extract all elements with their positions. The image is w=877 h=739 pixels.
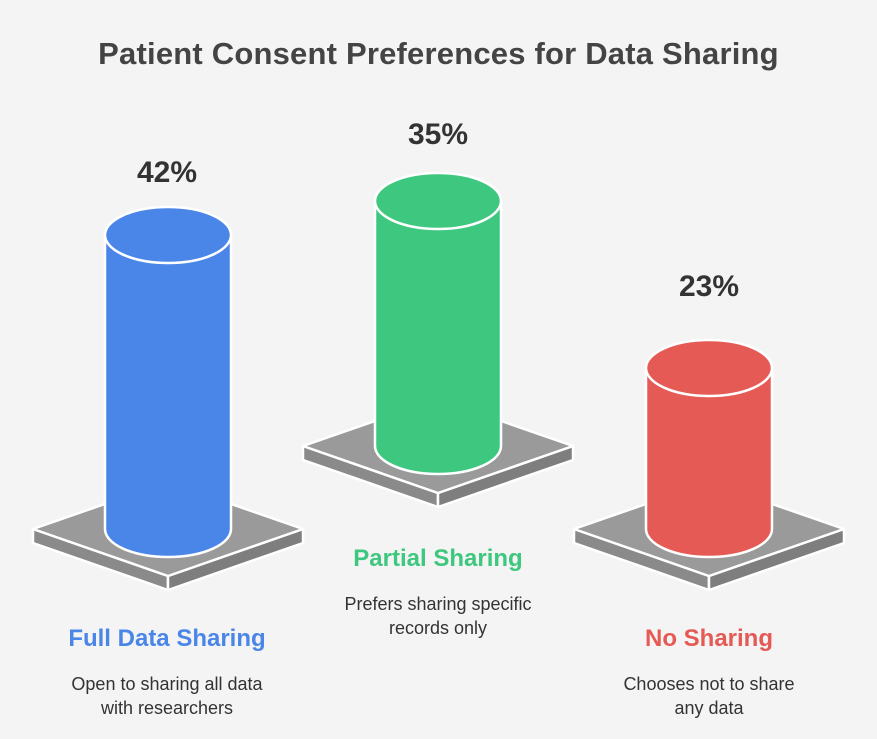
category-label-no-sharing: No Sharing [644, 625, 773, 652]
description-line: Chooses not to share [623, 674, 795, 694]
description-line: records only [388, 618, 488, 638]
description-line: Open to sharing all data [71, 674, 263, 694]
bar-top-full-data-sharing [103, 205, 233, 265]
value-label-partial-sharing: 35% [407, 118, 469, 151]
bar-top-no-sharing [644, 338, 774, 398]
description-line: Prefers sharing specific [344, 594, 532, 614]
description-line: any data [674, 698, 744, 718]
category-label-full-data-sharing: Full Data Sharing [68, 625, 266, 652]
bar-no-sharing [644, 366, 774, 559]
description-line: with researchers [100, 698, 234, 718]
bar-partial-sharing [373, 199, 503, 476]
bar-top-partial-sharing [373, 171, 503, 231]
bar-full-data-sharing [103, 233, 233, 559]
description-partial-sharing: Prefers sharing specific records only [288, 592, 588, 640]
chart-title: Patient Consent Preferences for Data Sha… [98, 36, 779, 71]
description-no-sharing: Chooses not to share any data [559, 672, 859, 720]
description-full-data-sharing: Open to sharing all data with researcher… [17, 672, 317, 720]
value-label-full-data-sharing: 42% [136, 156, 198, 189]
value-label-no-sharing: 23% [678, 270, 740, 303]
category-label-partial-sharing: Partial Sharing [353, 545, 523, 572]
